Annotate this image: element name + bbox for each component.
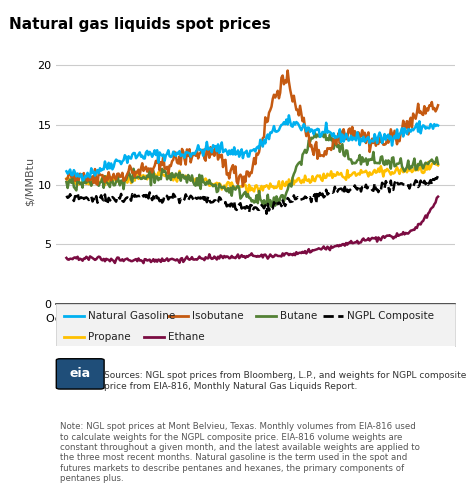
Isobutane [286,79,292,84]
Butane [65,185,70,191]
Isobutane [294,107,299,113]
Isobutane [379,138,385,144]
Text: Ethane: Ethane [168,332,204,342]
Butane [64,179,69,185]
NGPL Composite [378,187,384,193]
Isobutane [435,102,441,108]
Propane [285,182,290,188]
Ethane [285,250,290,256]
Propane [65,177,70,183]
Natural Gasoline [65,171,70,177]
Ethane [401,232,407,238]
Natural Gasoline [403,128,408,134]
Butane [379,154,385,160]
Propane [292,178,298,184]
Text: Natural Gasoline: Natural Gasoline [88,311,175,321]
Line: Ethane: Ethane [67,197,438,263]
Ethane [292,252,298,258]
Butane [322,128,328,134]
Butane [292,168,298,174]
Isobutane [65,175,70,181]
Ethane [64,255,69,261]
Ethane [435,194,441,200]
Natural Gasoline [285,122,290,127]
Isobutane [240,183,246,189]
Natural Gasoline [286,112,292,118]
Natural Gasoline [294,119,299,125]
Propane [64,175,69,181]
Line: Propane: Propane [67,162,438,193]
Ethane [286,252,292,258]
Isobutane [285,68,290,74]
Isobutane [64,176,69,182]
Propane [286,176,292,182]
Isobutane [403,124,408,130]
Propane [401,168,407,174]
Propane [256,190,262,196]
Butane [269,204,274,210]
Isobutane [287,86,293,92]
FancyBboxPatch shape [56,359,104,389]
NGPL Composite [285,195,290,201]
NGPL Composite [435,172,441,178]
Propane [425,159,431,165]
Natural Gasoline [287,119,293,124]
NGPL Composite [264,211,269,217]
NGPL Composite [65,195,70,201]
Ethane [378,237,384,243]
Ethane [141,260,146,266]
Natural Gasoline [379,140,385,146]
Ethane [65,256,70,262]
NGPL Composite [401,182,407,188]
Line: Butane: Butane [67,131,438,207]
Butane [435,161,441,167]
NGPL Composite [64,193,69,199]
Natural Gasoline [64,168,69,174]
Butane [286,182,292,188]
Y-axis label: $/MMBtu: $/MMBtu [24,157,35,206]
Text: eia: eia [69,368,91,380]
Natural Gasoline [80,177,85,183]
Text: Isobutane: Isobutane [192,311,243,321]
Propane [435,163,441,168]
NGPL Composite [292,196,298,202]
Text: Propane: Propane [88,332,131,342]
Butane [285,187,290,193]
Natural Gasoline [435,123,441,128]
NGPL Composite [286,197,292,203]
Text: Natural gas liquids spot prices: Natural gas liquids spot prices [9,17,271,32]
Text: Butane: Butane [280,311,317,321]
Propane [378,164,384,169]
Text: Note: NGL spot prices at Mont Belvieu, Texas. Monthly volumes from EIA-816 used
: Note: NGL spot prices at Mont Belvieu, T… [60,422,420,483]
Text: NGPL Composite: NGPL Composite [347,311,434,321]
Text: Sources: NGL spot prices from Bloomberg, L.P., and weights for NGPL composite
pr: Sources: NGL spot prices from Bloomberg,… [104,371,467,391]
Butane [403,166,408,172]
Line: NGPL Composite: NGPL Composite [67,175,438,214]
Line: Isobutane: Isobutane [67,71,438,186]
Line: Natural Gasoline: Natural Gasoline [67,115,438,180]
